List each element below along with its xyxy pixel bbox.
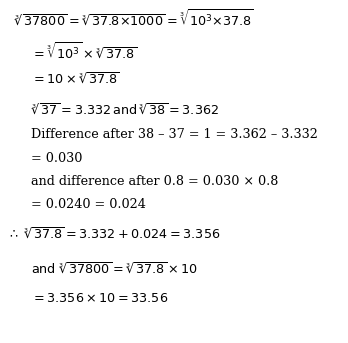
Text: Difference after 38 – 37 = 1 = 3.362 – 3.332: Difference after 38 – 37 = 1 = 3.362 – 3… <box>31 128 318 141</box>
Text: $= \sqrt[3]{10^3} \times \sqrt[3]{37.8}$: $= \sqrt[3]{10^3} \times \sqrt[3]{37.8}$ <box>31 41 137 61</box>
Text: and difference after 0.8 = 0.030 × 0.8: and difference after 0.8 = 0.030 × 0.8 <box>31 175 279 188</box>
Text: $= 10 \times \sqrt[3]{37.8}$: $= 10 \times \sqrt[3]{37.8}$ <box>31 72 120 87</box>
Text: $= 3.356 \times 10 = 33.56$: $= 3.356 \times 10 = 33.56$ <box>31 292 169 305</box>
Text: $\mathrm{and}\;\sqrt[3]{37800} = \sqrt[3]{37.8} \times 10$: $\mathrm{and}\;\sqrt[3]{37800} = \sqrt[3… <box>31 262 198 277</box>
Text: $\therefore\; \sqrt[3]{37.8} = 3.332 + 0.024 = 3.356$: $\therefore\; \sqrt[3]{37.8} = 3.332 + 0… <box>7 226 220 241</box>
Text: = 0.0240 = 0.024: = 0.0240 = 0.024 <box>31 198 146 211</box>
Text: $\sqrt[3]{37800} = \sqrt[3]{37.8{\times}1000} = \sqrt[3]{10^3{\times}37.8}$: $\sqrt[3]{37800} = \sqrt[3]{37.8{\times}… <box>14 9 254 29</box>
Text: = 0.030: = 0.030 <box>31 152 83 165</box>
Text: $\sqrt[3]{37} = 3.332\,\mathrm{and}\,\sqrt[3]{38} = 3.362$: $\sqrt[3]{37} = 3.332\,\mathrm{and}\,\sq… <box>31 103 219 118</box>
